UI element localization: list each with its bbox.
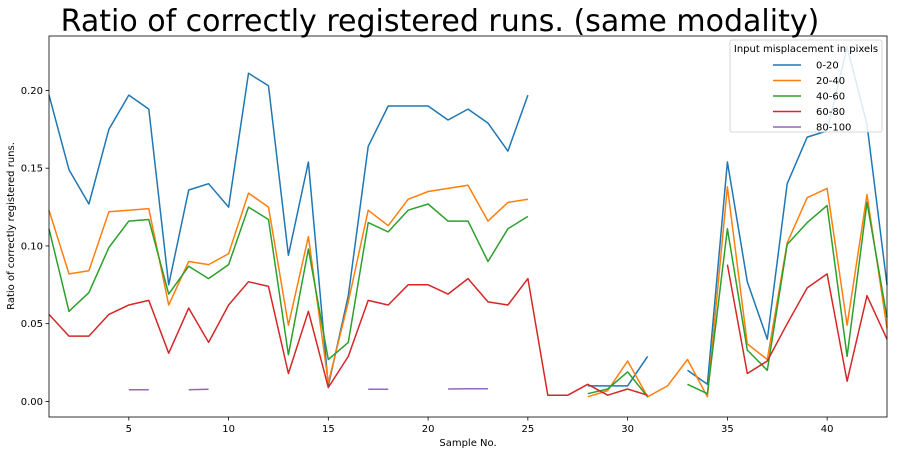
y-axis-label: Ratio of correctly registered runs.: [6, 142, 17, 310]
x-tick-label: 20: [422, 424, 435, 435]
y-tick-label: 0.10: [21, 241, 43, 252]
x-axis-ticks: 5 10 15 20 25 30 35 40: [126, 417, 834, 435]
legend-box: [729, 39, 883, 133]
x-tick-label: 35: [721, 424, 734, 435]
legend-label-80-100: 80-100: [816, 123, 851, 134]
series-line-20-40-segment-0: [48, 184, 529, 384]
legend-label-0-20: 0-20: [816, 61, 839, 72]
chart-title: Ratio of correctly registered runs. (sam…: [61, 4, 820, 39]
series-line-40-60-segment-2: [687, 201, 888, 395]
y-tick-label: 0.15: [21, 164, 43, 175]
x-tick-label: 25: [521, 424, 534, 435]
legend-title: Input misplacement in pixels: [734, 44, 878, 55]
legend-entries: 0-20 20-40 40-60 60-80 80-100: [773, 61, 851, 134]
x-tick-label: 40: [821, 424, 834, 435]
legend-label-60-80: 60-80: [816, 107, 845, 118]
legend: Input misplacement in pixels 0-20 20-40 40…: [729, 39, 883, 134]
x-axis-label: Sample No.: [439, 438, 496, 449]
legend-label-20-40: 20-40: [816, 76, 845, 87]
series-line-60-80-segment-1: [726, 264, 888, 382]
x-tick-label: 15: [322, 424, 335, 435]
series-line-20-40-segment-1: [587, 186, 888, 398]
x-tick-label: 5: [126, 424, 132, 435]
series-line-60-80-segment-0: [48, 277, 648, 396]
series-line-80-100-segment-1: [188, 388, 209, 391]
series-line-0-20-segment-1: [587, 355, 649, 387]
x-tick-label: 30: [621, 424, 634, 435]
plot-frame: [48, 35, 888, 418]
series-line-40-60-segment-0: [48, 203, 529, 361]
plot-lines: [48, 46, 888, 398]
series-line-0-20-segment-0: [48, 72, 529, 387]
y-tick-label: 0.05: [21, 319, 43, 330]
y-axis-ticks: 0.00 0.05 0.10 0.15 0.20: [21, 86, 49, 408]
legend-label-40-60: 40-60: [816, 92, 845, 103]
series-line-40-60-segment-1: [587, 371, 649, 398]
x-tick-label: 10: [222, 424, 235, 435]
y-tick-label: 0.20: [21, 86, 43, 97]
y-tick-label: 0.00: [21, 397, 43, 408]
